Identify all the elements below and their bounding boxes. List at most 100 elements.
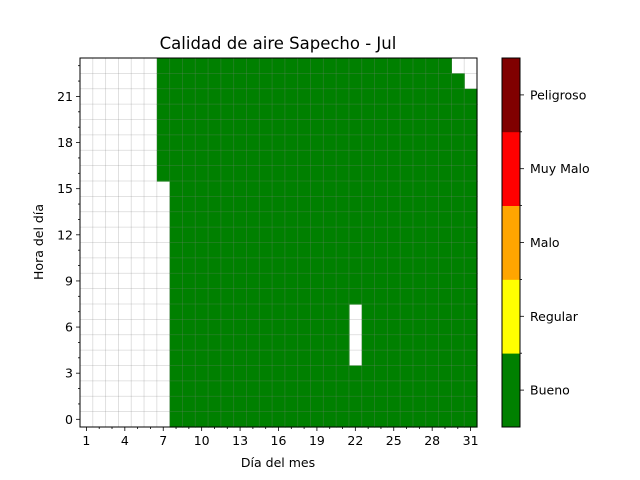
heatmap-cell (464, 257, 478, 274)
heatmap-cell (169, 150, 184, 167)
heatmap-cell (297, 334, 312, 351)
heatmap-cell (412, 396, 427, 413)
heatmap-cell (208, 211, 222, 228)
heatmap-cell (259, 350, 273, 367)
heatmap-cell (233, 181, 248, 197)
heatmap-cell (220, 257, 235, 274)
heatmap-cell (348, 365, 363, 382)
heatmap-cell (400, 196, 414, 213)
heatmap-cell (412, 58, 427, 74)
heatmap-cell (348, 104, 363, 121)
heatmap-cell (259, 88, 273, 105)
heatmap-cell (400, 165, 414, 182)
heatmap-cell (195, 134, 209, 151)
heatmap-cell (374, 242, 388, 259)
heatmap-cell (310, 350, 324, 367)
heatmap-cell (387, 58, 401, 74)
heatmap-cell (169, 88, 184, 105)
heatmap-cell (297, 104, 312, 121)
heatmap-cell (169, 58, 184, 74)
heatmap-cell (233, 165, 248, 182)
heatmap-cell (400, 211, 414, 228)
heatmap-cell (400, 319, 414, 336)
heatmap-cell (438, 104, 452, 121)
heatmap-cell (412, 88, 427, 105)
heatmap-cell (464, 304, 478, 320)
heatmap-cell (374, 257, 388, 274)
heatmap-cell (208, 334, 222, 351)
heatmap-cell (284, 350, 299, 367)
heatmap-cell (195, 350, 209, 367)
heatmap-cell (425, 211, 440, 228)
heatmap-cell (284, 150, 299, 167)
heatmap-cell (208, 350, 222, 367)
heatmap-cell (220, 104, 235, 121)
heatmap-cell (182, 304, 196, 320)
heatmap-cell (169, 181, 184, 197)
heatmap-cell (438, 73, 452, 90)
heatmap-cell (259, 273, 273, 290)
heatmap-cell (361, 165, 376, 182)
heatmap-cell (387, 181, 401, 197)
heatmap-cell (387, 334, 401, 351)
heatmap-cell (182, 211, 196, 228)
heatmap-cell (297, 73, 312, 90)
heatmap-cell (310, 119, 324, 136)
heatmap-cell (412, 257, 427, 274)
heatmap-cell (310, 396, 324, 413)
heatmap-cell (182, 380, 196, 397)
heatmap-cell (323, 88, 337, 105)
heatmap-cell (387, 104, 401, 121)
heatmap-cell (182, 150, 196, 167)
heatmap-cell (195, 396, 209, 413)
heatmap-cell (259, 181, 273, 197)
heatmap-cell (310, 196, 324, 213)
heatmap-cell (169, 104, 184, 121)
x-axis-label: Día del mes (241, 455, 315, 470)
heatmap-cell (297, 227, 312, 244)
heatmap-cell (451, 134, 465, 151)
colorbar-segment (502, 279, 520, 354)
heatmap-cell (451, 319, 465, 336)
heatmap-cell (259, 396, 273, 413)
heatmap-cell (246, 165, 260, 182)
heatmap-cell (387, 288, 401, 305)
heatmap-cell (272, 273, 286, 290)
heatmap-cell (297, 411, 312, 428)
heatmap-cell (451, 73, 465, 90)
heatmap-cell (387, 150, 401, 167)
heatmap-cell (412, 365, 427, 382)
heatmap-cell (412, 150, 427, 167)
heatmap-cell (284, 165, 299, 182)
heatmap-cell (272, 119, 286, 136)
heatmap-cell (169, 119, 184, 136)
heatmap-cell (336, 58, 350, 74)
heatmap-cell (195, 104, 209, 121)
y-tick-label: 12 (57, 227, 73, 242)
heatmap-cell (220, 288, 235, 305)
heatmap-cell (323, 211, 337, 228)
heatmap-cell (182, 242, 196, 259)
heatmap-cell (451, 365, 465, 382)
heatmap-cell (323, 288, 337, 305)
heatmap-cell (272, 165, 286, 182)
heatmap-cell (438, 227, 452, 244)
heatmap-cell (182, 411, 196, 428)
heatmap-cell (284, 227, 299, 244)
heatmap-cell (246, 58, 260, 74)
heatmap-cell (220, 211, 235, 228)
heatmap-cell (169, 73, 184, 90)
heatmap-cell (297, 150, 312, 167)
heatmap-cell (451, 242, 465, 259)
heatmap-cell (412, 196, 427, 213)
heatmap-cell (297, 257, 312, 274)
x-tick-label: 1 (82, 433, 90, 448)
heatmap-cell (246, 104, 260, 121)
heatmap-cell (310, 257, 324, 274)
x-tick-label: 10 (194, 433, 210, 448)
heatmap-cell (246, 334, 260, 351)
heatmap-cell (348, 257, 363, 274)
heatmap-cell (425, 380, 440, 397)
heatmap-cell (348, 396, 363, 413)
heatmap-cell (374, 150, 388, 167)
